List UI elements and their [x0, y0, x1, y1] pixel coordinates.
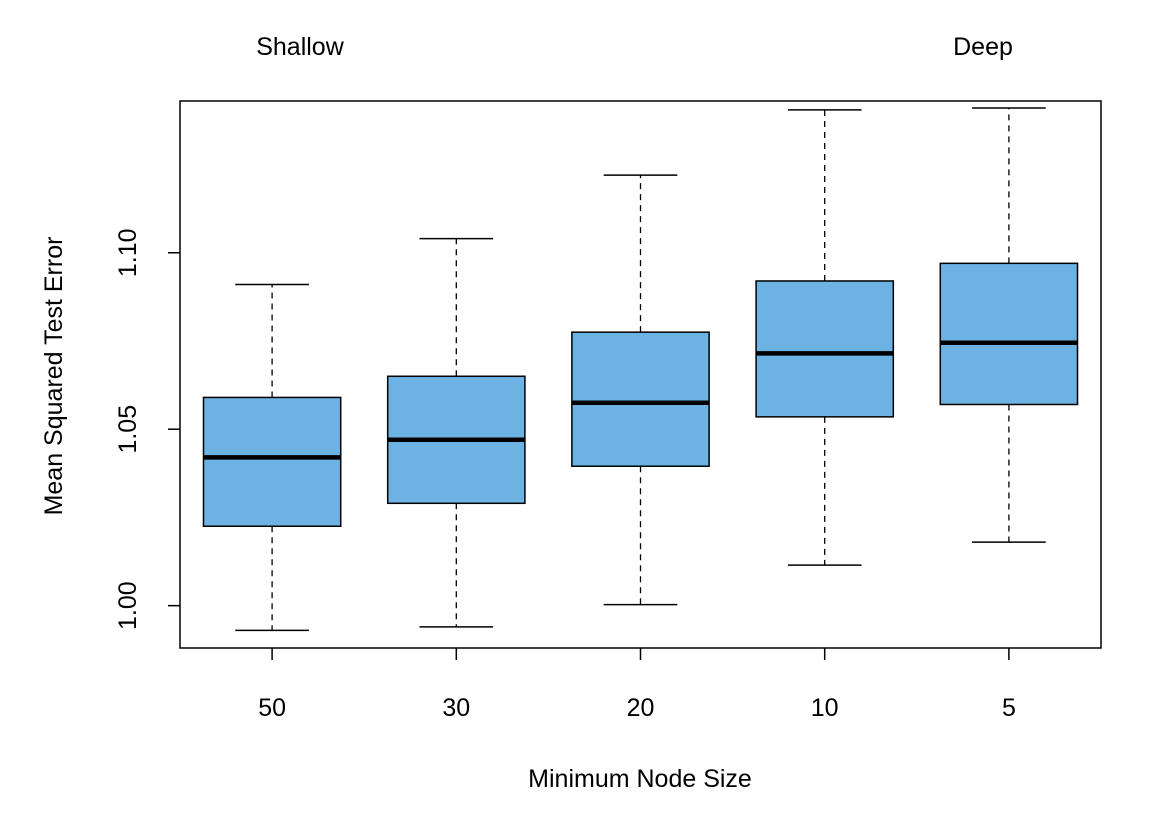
- boxes-layer: [202, 107, 1079, 632]
- y-axis: 1.00 1.05 1.10: [114, 228, 180, 630]
- x-tick-label: 30: [442, 694, 470, 722]
- x-axis: 50 30 20 10 5: [258, 648, 1016, 722]
- box: [939, 262, 1079, 406]
- x-tick-label: 50: [258, 694, 286, 722]
- annotation-left: Shallow: [256, 33, 344, 61]
- y-tick-label: 1.10: [114, 228, 142, 277]
- box-group-10: [755, 109, 895, 566]
- x-tick-label: 5: [1002, 694, 1016, 722]
- y-tick-label: 1.00: [114, 581, 142, 630]
- x-axis-label: Minimum Node Size: [528, 765, 752, 793]
- box: [755, 280, 895, 418]
- box-group-5: [939, 107, 1079, 543]
- x-tick-label: 10: [811, 694, 839, 722]
- y-tick-label: 1.05: [114, 405, 142, 454]
- box-group-50: [202, 283, 342, 632]
- y-axis-label: Mean Squared Test Error: [40, 237, 68, 516]
- box: [571, 331, 710, 468]
- box: [202, 396, 342, 527]
- x-tick-label: 20: [627, 694, 655, 722]
- box-group-20: [571, 174, 710, 606]
- annotation-right: Deep: [953, 33, 1013, 61]
- box-group-30: [386, 237, 526, 628]
